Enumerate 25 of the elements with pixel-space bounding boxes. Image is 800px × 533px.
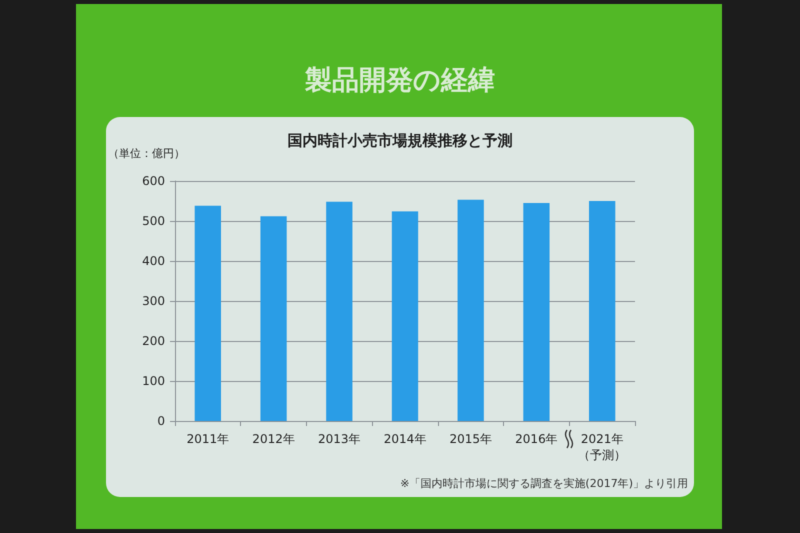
chart-title: 製品開発の経緯 [304, 65, 495, 96]
bar [260, 216, 287, 421]
x-tick-label: 2012年 [252, 432, 295, 446]
bar [392, 211, 418, 421]
x-tick-label: 2016年 [515, 432, 558, 446]
bar [523, 203, 550, 421]
x-tick-label: 2021年（予測） [578, 432, 626, 462]
bar [194, 206, 221, 421]
y-tick-label: 200 [142, 334, 165, 348]
y-tick-label: 0 [157, 414, 165, 428]
bar [589, 201, 616, 421]
x-tick-label: 2013年 [318, 432, 361, 446]
bar [326, 202, 352, 421]
x-tick-label: 2014年 [384, 432, 426, 446]
text: ※「国内時計市場に関する調査を実施(2017年)」より引用 [400, 477, 688, 490]
y-axis-title: （単位：億円） [108, 147, 185, 160]
y-tick-label: 600 [142, 174, 165, 188]
y-tick-label: 400 [142, 254, 165, 268]
bar [458, 200, 484, 421]
x-tick-label: 2011年 [186, 432, 230, 446]
x-tick-label: 2015年 [449, 432, 492, 446]
y-tick-label: 300 [142, 294, 165, 308]
chart-subtitle: 国内時計小売市場規模推移と予測 [288, 132, 512, 150]
y-tick-label: 500 [142, 214, 165, 228]
y-tick-label: 100 [142, 374, 165, 388]
